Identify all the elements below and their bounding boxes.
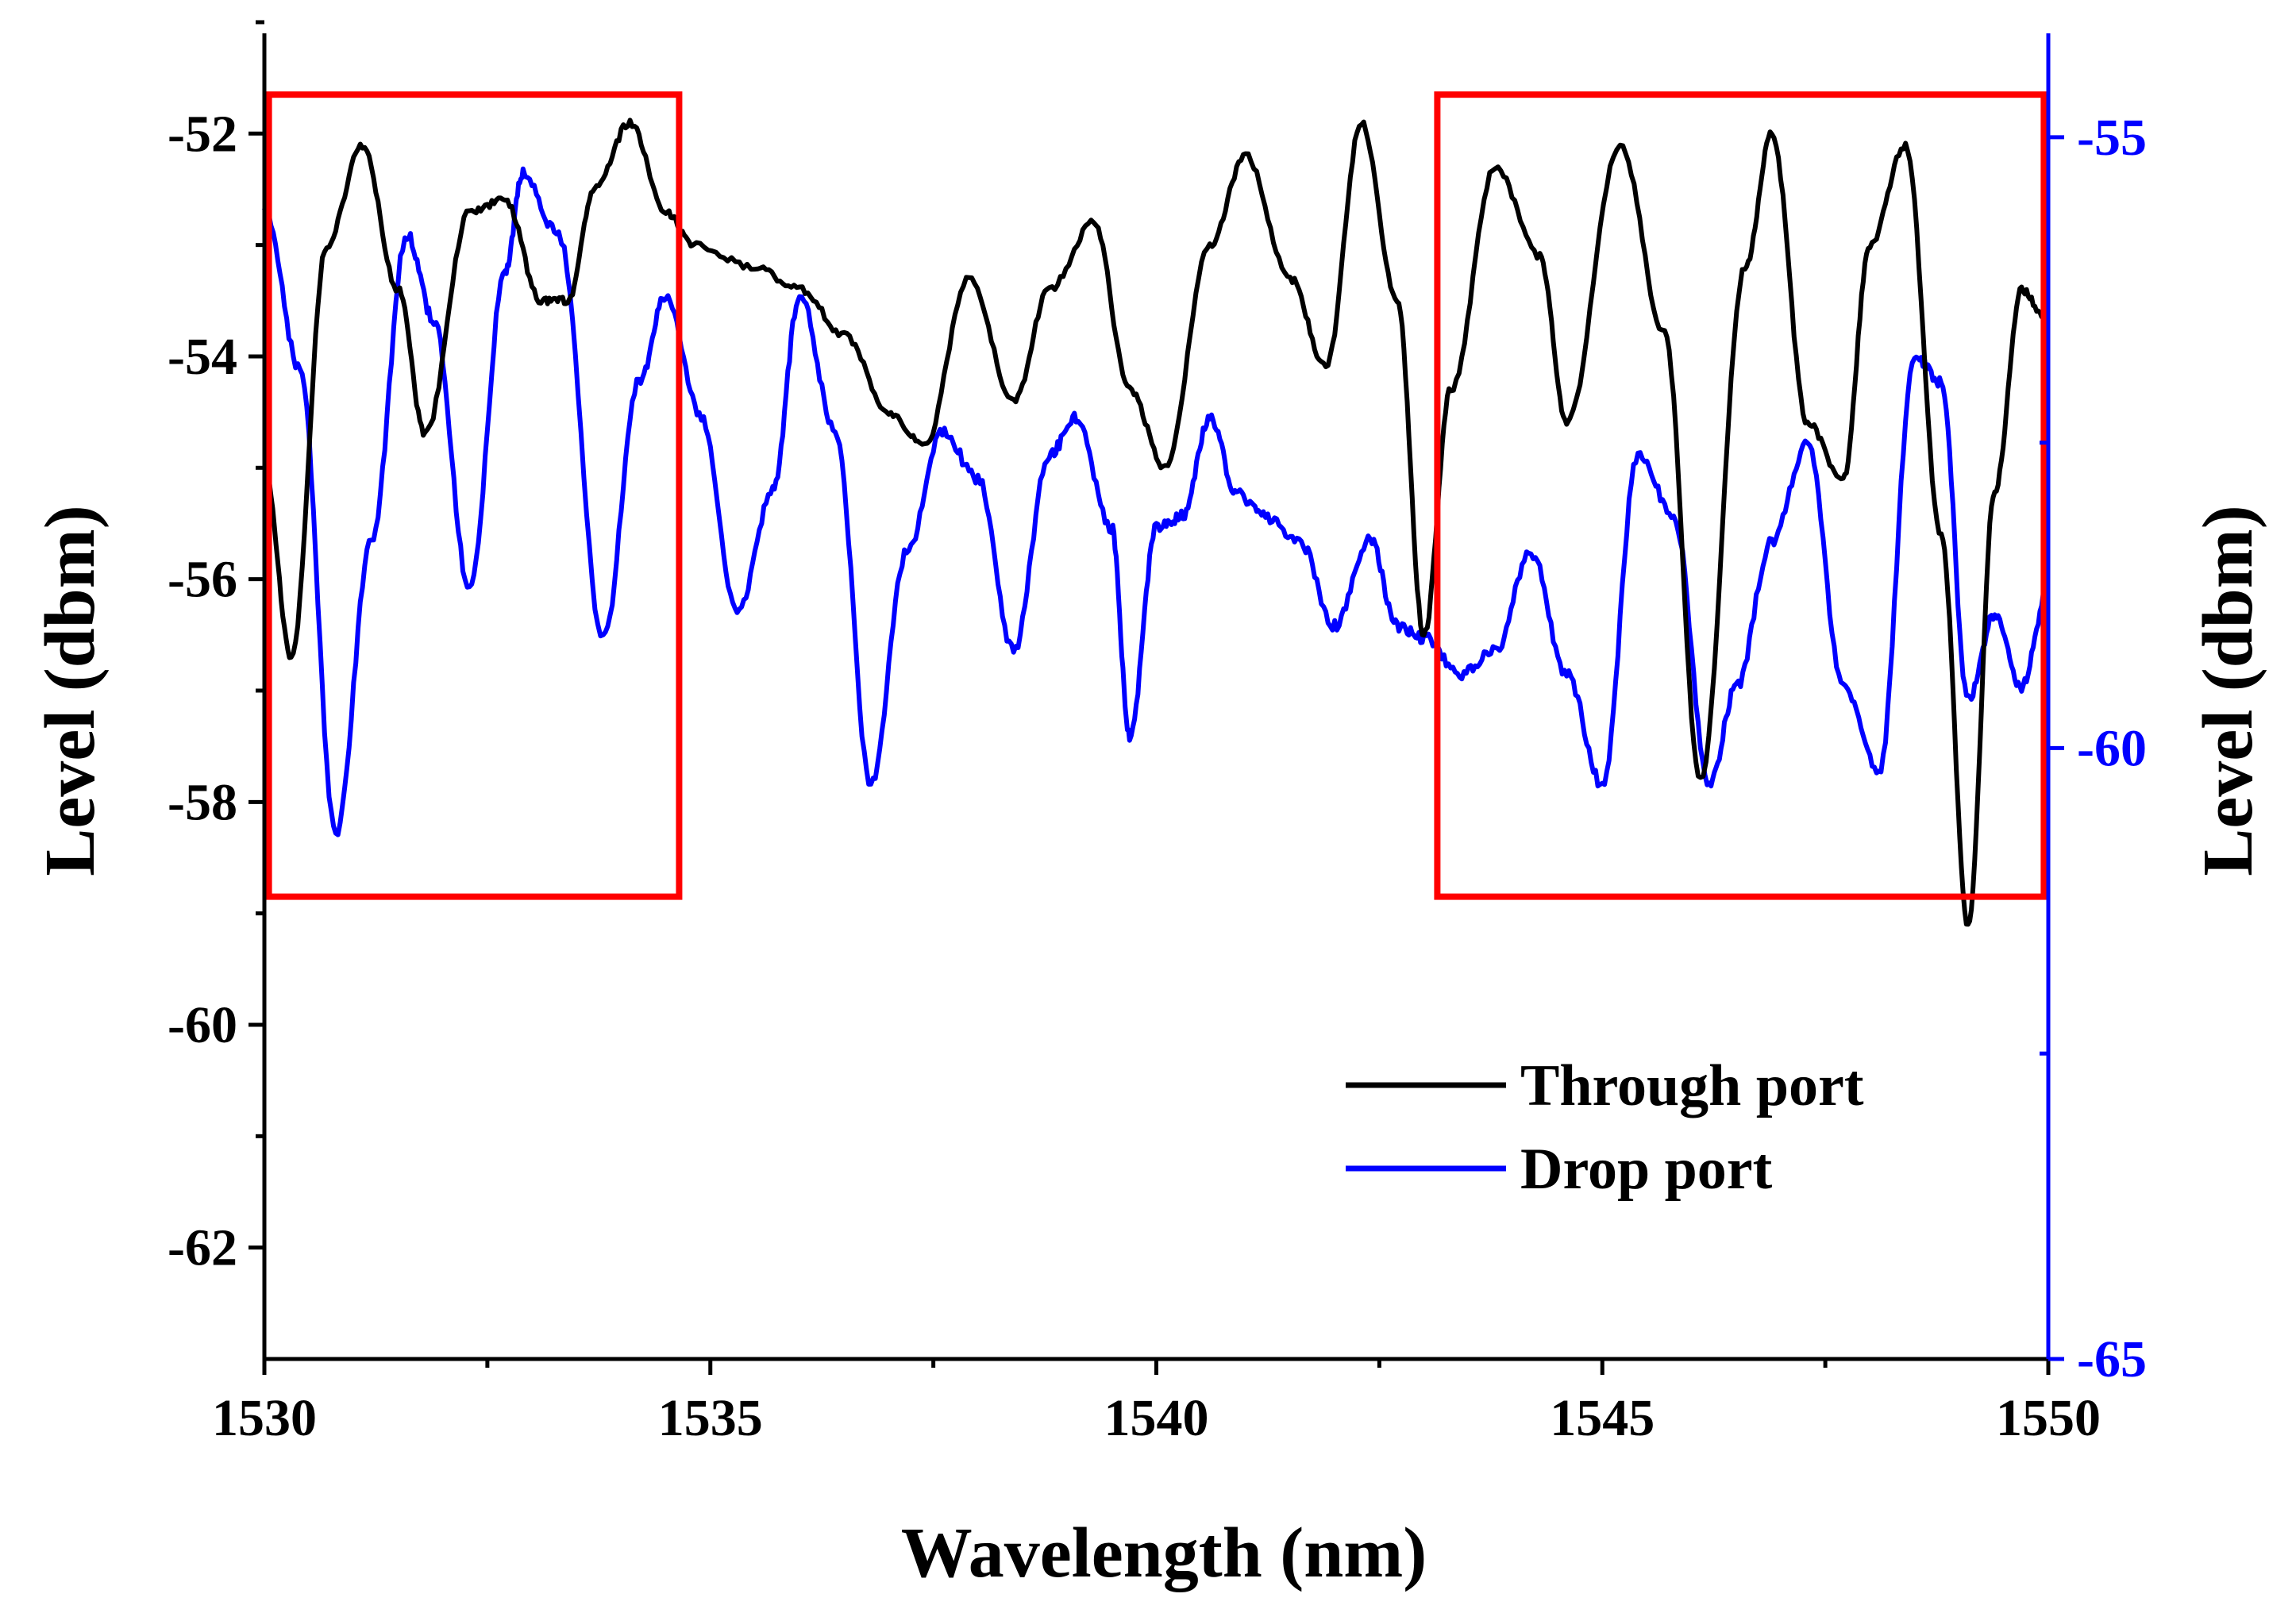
y-left-tick-label: -60 <box>168 996 237 1054</box>
axes <box>262 33 2051 1361</box>
through-port-line <box>263 117 2051 927</box>
y-left-tick-label: -52 <box>168 105 237 163</box>
highlight-box-2 <box>1434 91 2048 900</box>
left-y-axis-title: Level (dbm) <box>31 505 110 876</box>
plot-curves <box>262 117 2051 927</box>
x-tick-label: 1540 <box>1104 1389 1209 1447</box>
y-right-tick-label: -65 <box>2077 1330 2147 1388</box>
x-axis-title: Wavelength (nm) <box>901 1514 1427 1592</box>
ticks: 1530 1535 1540 1545 1550 -52 -54 -56 -58 -60 -62 -5… <box>168 20 2147 1447</box>
x-tick-label: 1545 <box>1550 1389 1655 1447</box>
x-tick-label: 1535 <box>658 1389 763 1447</box>
y-right-tick-label: -60 <box>2077 719 2147 777</box>
highlight-boxes <box>265 91 2048 900</box>
y-left-tick-label: -58 <box>168 773 237 831</box>
legend-label-through: Through port <box>1520 1053 1864 1118</box>
x-tick-label: 1530 <box>212 1389 317 1447</box>
right-y-axis-title: Level (dbm) <box>2189 505 2267 876</box>
legend: Through port Drop port <box>1346 1053 1864 1202</box>
legend-label-drop: Drop port <box>1520 1137 1773 1202</box>
y-left-tick-label: -62 <box>168 1219 237 1277</box>
drop-port-line <box>262 166 2050 837</box>
y-left-tick-label: -56 <box>168 551 237 609</box>
y-left-tick-label: -54 <box>168 328 237 386</box>
y-right-tick-label: -55 <box>2077 109 2147 167</box>
x-tick-label: 1550 <box>1996 1389 2101 1447</box>
highlight-box-1 <box>265 91 683 900</box>
